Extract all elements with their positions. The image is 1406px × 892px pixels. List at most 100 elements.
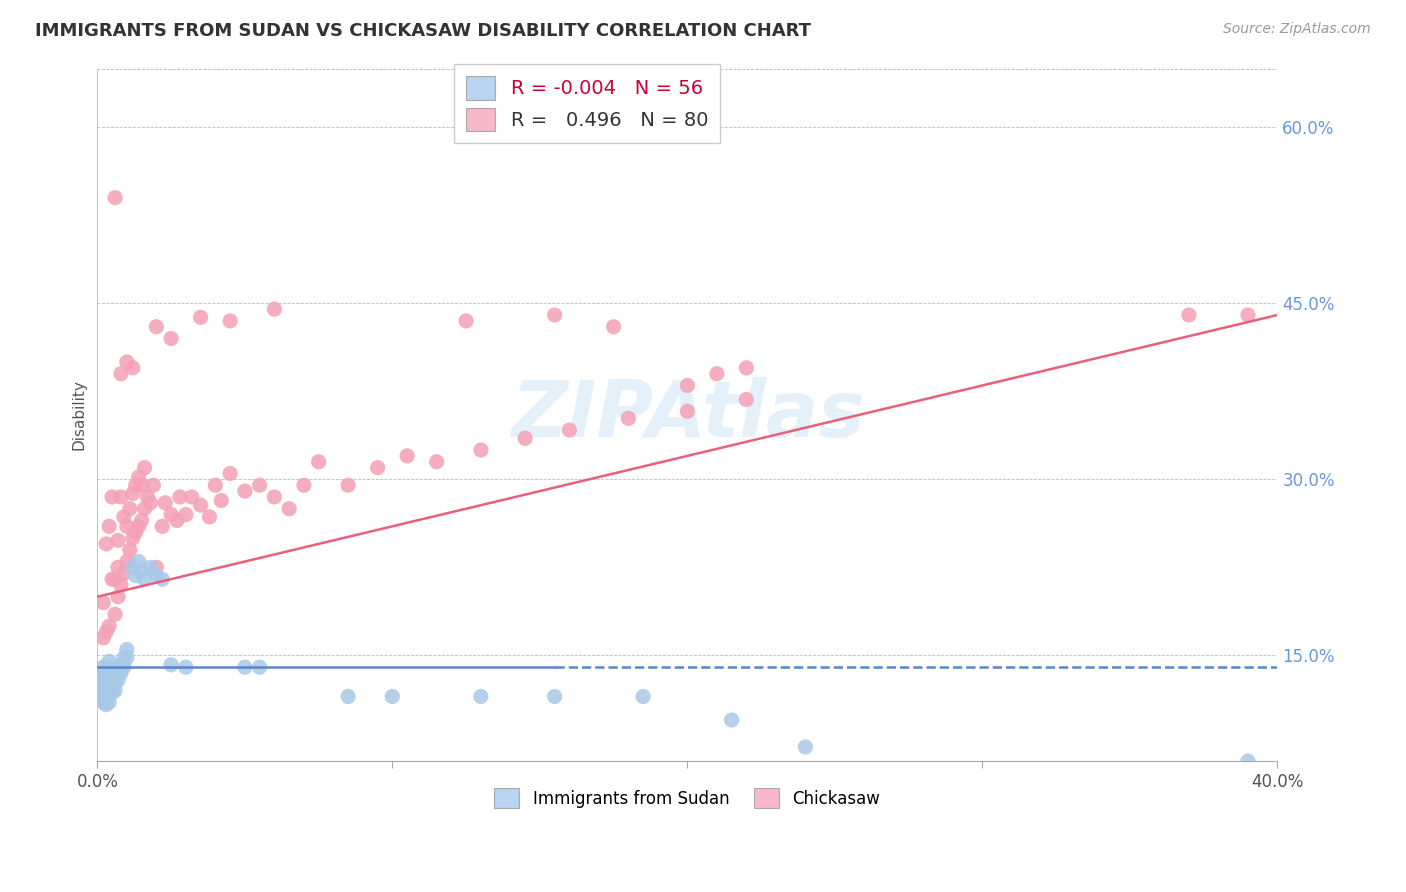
Point bbox=[150, 519, 173, 533]
Point bbox=[110, 367, 132, 381]
Point bbox=[112, 510, 135, 524]
Point bbox=[150, 572, 173, 586]
Point bbox=[96, 660, 118, 674]
Point bbox=[426, 455, 449, 469]
Point bbox=[89, 666, 111, 681]
Point bbox=[96, 691, 118, 706]
Point bbox=[396, 449, 419, 463]
Point bbox=[720, 713, 742, 727]
Point bbox=[131, 564, 153, 578]
Legend: Immigrants from Sudan, Chickasaw: Immigrants from Sudan, Chickasaw bbox=[488, 781, 887, 815]
Point bbox=[125, 525, 148, 540]
Point bbox=[115, 519, 138, 533]
Point bbox=[98, 619, 121, 633]
Y-axis label: Disability: Disability bbox=[72, 379, 86, 450]
Point bbox=[101, 679, 124, 693]
Point bbox=[180, 490, 202, 504]
Point bbox=[233, 484, 256, 499]
Point bbox=[219, 467, 242, 481]
Point bbox=[160, 657, 183, 672]
Point bbox=[706, 367, 728, 381]
Point bbox=[121, 360, 143, 375]
Point bbox=[91, 596, 114, 610]
Point bbox=[131, 513, 153, 527]
Point bbox=[134, 572, 156, 586]
Point bbox=[91, 678, 114, 692]
Point bbox=[631, 690, 654, 704]
Point bbox=[110, 490, 132, 504]
Point bbox=[101, 490, 124, 504]
Point bbox=[112, 650, 135, 665]
Point bbox=[794, 739, 817, 754]
Point bbox=[263, 302, 285, 317]
Point bbox=[107, 533, 129, 548]
Point bbox=[139, 560, 162, 574]
Point bbox=[101, 686, 124, 700]
Point bbox=[121, 531, 143, 545]
Point bbox=[110, 657, 132, 672]
Point bbox=[278, 501, 301, 516]
Point bbox=[89, 681, 111, 696]
Point bbox=[107, 665, 129, 679]
Point bbox=[91, 669, 114, 683]
Point bbox=[174, 508, 197, 522]
Point bbox=[101, 672, 124, 686]
Point bbox=[617, 411, 640, 425]
Point bbox=[174, 660, 197, 674]
Point bbox=[1237, 754, 1260, 768]
Point bbox=[89, 690, 111, 704]
Point bbox=[1237, 308, 1260, 322]
Text: Source: ZipAtlas.com: Source: ZipAtlas.com bbox=[1223, 22, 1371, 37]
Point bbox=[98, 654, 121, 668]
Point bbox=[98, 519, 121, 533]
Point bbox=[381, 690, 404, 704]
Point bbox=[104, 683, 127, 698]
Point bbox=[98, 666, 121, 681]
Point bbox=[142, 478, 165, 492]
Point bbox=[263, 490, 285, 504]
Point bbox=[112, 566, 135, 581]
Point bbox=[456, 314, 478, 328]
Point bbox=[91, 660, 114, 674]
Point bbox=[91, 631, 114, 645]
Point bbox=[145, 560, 167, 574]
Point bbox=[131, 478, 153, 492]
Point bbox=[292, 478, 315, 492]
Point bbox=[118, 542, 141, 557]
Point bbox=[219, 314, 242, 328]
Text: IMMIGRANTS FROM SUDAN VS CHICKASAW DISABILITY CORRELATION CHART: IMMIGRANTS FROM SUDAN VS CHICKASAW DISAB… bbox=[35, 22, 811, 40]
Point bbox=[101, 663, 124, 677]
Point bbox=[209, 493, 232, 508]
Point bbox=[91, 695, 114, 709]
Point bbox=[190, 310, 212, 325]
Point bbox=[110, 666, 132, 681]
Point bbox=[96, 698, 118, 712]
Point bbox=[125, 568, 148, 582]
Point bbox=[112, 660, 135, 674]
Point bbox=[115, 642, 138, 657]
Point bbox=[128, 519, 150, 533]
Point bbox=[104, 676, 127, 690]
Point bbox=[98, 695, 121, 709]
Point bbox=[204, 478, 226, 492]
Point bbox=[676, 404, 699, 418]
Point bbox=[96, 683, 118, 698]
Point bbox=[121, 560, 143, 574]
Point bbox=[169, 490, 191, 504]
Point bbox=[166, 513, 188, 527]
Point bbox=[558, 423, 581, 437]
Point bbox=[115, 650, 138, 665]
Point bbox=[107, 673, 129, 687]
Point bbox=[470, 442, 492, 457]
Point bbox=[190, 498, 212, 512]
Point bbox=[543, 308, 565, 322]
Point bbox=[107, 560, 129, 574]
Point bbox=[735, 392, 758, 407]
Point bbox=[96, 668, 118, 682]
Point bbox=[337, 690, 360, 704]
Point bbox=[198, 510, 221, 524]
Point bbox=[337, 478, 360, 492]
Point bbox=[115, 355, 138, 369]
Point bbox=[91, 686, 114, 700]
Point bbox=[110, 578, 132, 592]
